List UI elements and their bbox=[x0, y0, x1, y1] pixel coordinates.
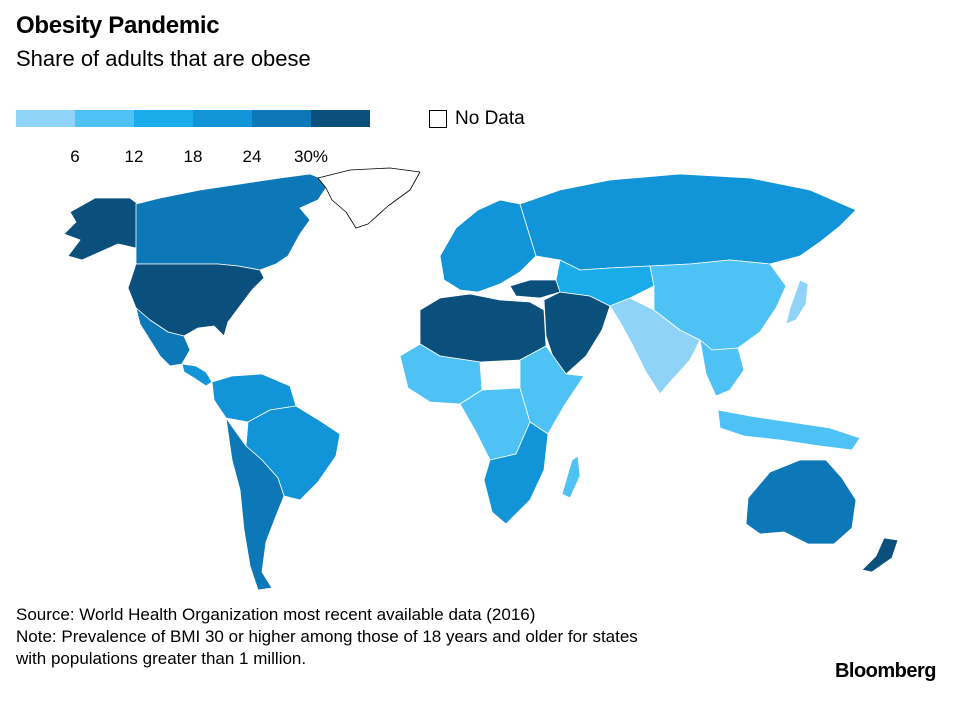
legend-tick-6: 6 bbox=[70, 147, 80, 166]
legend-swatch-6 bbox=[311, 110, 370, 127]
region-canada bbox=[135, 173, 331, 271]
region-australia bbox=[745, 459, 857, 545]
bloomberg-logo: Bloomberg bbox=[834, 660, 937, 682]
region-alaska bbox=[63, 197, 139, 261]
chart-subtitle: Share of adults that are obese bbox=[16, 46, 311, 71]
region-east-africa bbox=[519, 345, 585, 435]
region-north-africa bbox=[419, 293, 547, 363]
world-map bbox=[63, 167, 899, 591]
source-line: Source: World Health Organization most r… bbox=[16, 605, 536, 624]
legend-tick-30: 30% bbox=[293, 147, 329, 166]
region-madagascar bbox=[561, 455, 581, 499]
region-indonesia bbox=[717, 409, 861, 451]
region-argentina-chile bbox=[225, 417, 285, 591]
legend-swatch-2 bbox=[75, 110, 134, 127]
region-southeast-asia bbox=[699, 339, 745, 397]
legend-swatch-5 bbox=[252, 110, 311, 127]
region-central-america bbox=[181, 363, 213, 387]
legend-swatch-1 bbox=[16, 110, 75, 127]
note-line-2: with populations greater than 1 million. bbox=[16, 649, 307, 668]
legend-swatch-3 bbox=[134, 110, 193, 127]
chart-title: Obesity Pandemic bbox=[16, 12, 220, 39]
legend-ticks: 6 12 18 24 30% bbox=[16, 127, 376, 166]
note-line-1: Note: Prevalence of BMI 30 or higher amo… bbox=[16, 627, 638, 646]
region-china bbox=[649, 259, 787, 351]
no-data-swatch bbox=[429, 110, 447, 128]
region-japan bbox=[785, 279, 809, 325]
region-southern-africa bbox=[483, 421, 549, 525]
legend-tick-12: 12 bbox=[124, 147, 144, 166]
region-greenland bbox=[317, 167, 421, 229]
legend-tick-24: 24 bbox=[242, 147, 262, 166]
region-new-zealand bbox=[861, 537, 899, 573]
legend-bar bbox=[16, 110, 376, 127]
region-turkey bbox=[509, 279, 561, 299]
legend-swatch-4 bbox=[193, 110, 252, 127]
region-south-asia bbox=[609, 297, 701, 395]
color-legend: 6 12 18 24 30% bbox=[16, 110, 376, 166]
legend-tick-18: 18 bbox=[183, 147, 203, 166]
region-russia bbox=[519, 173, 857, 271]
source-note: Source: World Health Organization most r… bbox=[16, 604, 638, 670]
region-europe bbox=[439, 199, 537, 293]
no-data-legend: No Data bbox=[429, 108, 525, 130]
no-data-label: No Data bbox=[455, 108, 525, 129]
